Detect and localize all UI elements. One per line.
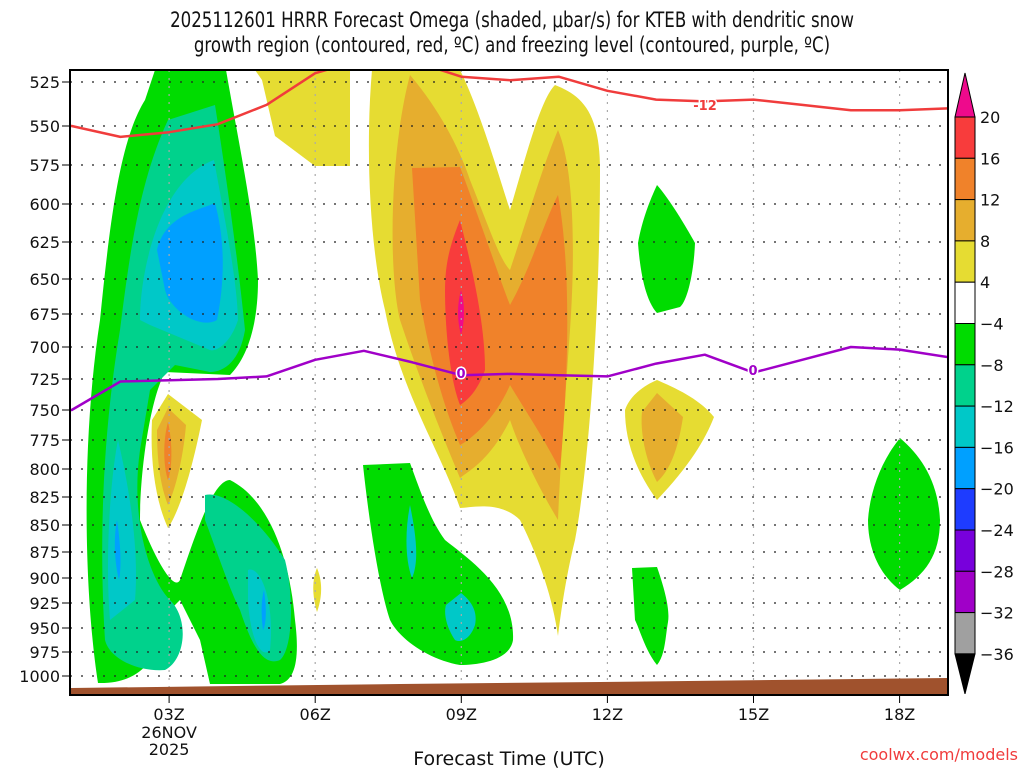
omega-region-rising-upper-right: [638, 185, 695, 313]
x-tick-label: 09Z: [446, 705, 477, 724]
colorbar-swatch: [954, 116, 976, 159]
colorbar-label: −36: [980, 645, 1014, 664]
colorbar-swatch: [954, 612, 976, 655]
chart-title: 2025112601 HRRR Forecast Omega (shaded, …: [61, 8, 962, 58]
y-tick-label: 800: [29, 460, 60, 479]
colorbar-swatch: [954, 570, 976, 614]
colorbar-swatch: [954, 488, 976, 531]
contour-label-freezing: 0: [748, 364, 757, 379]
y-tick-label: 950: [29, 619, 60, 638]
colorbar-label: −28: [980, 562, 1014, 581]
ground-fill: [71, 678, 947, 694]
colorbar-swatch: [954, 199, 976, 242]
omega-region-p20-max: [458, 290, 464, 335]
x-tick-label: 12Z: [592, 705, 623, 724]
colorbar-label: 16: [980, 149, 1000, 168]
omega-region-m12-lower-mid-a: [406, 505, 417, 578]
colorbar-arrow-bottom: [954, 653, 976, 695]
y-tick-label: 650: [29, 270, 60, 289]
x-tick-label: 18Z: [884, 705, 915, 724]
omega-region-p16-main: [445, 220, 485, 405]
omega-shading: [86, 70, 940, 684]
x-tick-label: 06Z: [300, 705, 331, 724]
colorbar-arrow-top: [954, 72, 976, 118]
colorbar-label: 12: [980, 191, 1000, 210]
x-tick-label: 03Z: [153, 705, 184, 724]
ground-terrain: [71, 678, 947, 694]
colorbar-label: −16: [980, 438, 1014, 457]
omega-region-m12-lower-mid-b: [445, 593, 476, 642]
y-tick-label: 875: [29, 543, 60, 562]
y-tick-label: 575: [29, 156, 60, 175]
y-tick-label: 925: [29, 594, 60, 613]
y-tick-label: 750: [29, 401, 60, 420]
omega-region-m16-b: [261, 590, 266, 630]
colorbar-label: −4: [980, 315, 1004, 334]
y-tick-label: 700: [29, 338, 60, 357]
x-axis-title: Forecast Time (UTC): [413, 748, 604, 768]
colorbar-label: 4: [980, 273, 990, 292]
omega-region-m12-a: [107, 440, 137, 620]
colorbar: 20 16 12 8 4 −4 −8 −12 −16 −20 −24 −28 −32 −36: [954, 72, 1014, 695]
y-tick-label: 550: [29, 117, 60, 136]
colorbar-label: 8: [980, 232, 990, 251]
omega-region-m16-a: [114, 520, 121, 580]
colorbar-label: 20: [980, 108, 1000, 127]
colorbar-label: −32: [980, 604, 1014, 623]
contour-label-freezing: 0: [456, 367, 465, 382]
watermark: coolwx.com/models: [860, 745, 1018, 764]
omega-region-p8-right: [641, 393, 683, 482]
title-line-1: 2025112601 HRRR Forecast Omega (shaded, …: [170, 8, 854, 32]
colorbar-label: −24: [980, 521, 1014, 540]
y-tick-label: 900: [29, 569, 60, 588]
y-tick-label: 525: [29, 73, 60, 92]
y-tick-label: 675: [29, 305, 60, 324]
y-tick-label: 625: [29, 233, 60, 252]
y-tick-label: 850: [29, 516, 60, 535]
y-tick-label: 1000: [19, 667, 60, 686]
colorbar-swatch: [954, 281, 976, 325]
omega-region-rising-lower-right: [632, 567, 669, 665]
omega-region-rising-far-right: [868, 438, 940, 590]
colorbar-swatch: [954, 157, 976, 201]
omega-region-sink-sliver: [313, 568, 322, 612]
omega-region-p12-small-left: [164, 422, 172, 480]
y-tick-label: 600: [29, 195, 60, 214]
colorbar-swatch: [954, 240, 976, 283]
y-tick-label: 975: [29, 643, 60, 662]
title-line-2: growth region (contoured, red, ºC) and f…: [193, 33, 831, 57]
omega-region-p12-main: [412, 167, 568, 470]
grid: [70, 70, 948, 695]
colorbar-label: −20: [980, 480, 1014, 499]
plot-frame: [69, 69, 949, 696]
omega-region-p8-small-left: [157, 408, 186, 505]
y-tick-label: 725: [29, 370, 60, 389]
colorbar-label: −12: [980, 397, 1014, 416]
y-axis: 525 550 575 600 625 650 675 700 725 750 775 800 825 8…: [19, 73, 70, 686]
omega-region-m12-b: [248, 569, 271, 653]
omega-region-sink-top: [255, 70, 350, 166]
contour-line-freezing: [70, 345, 948, 412]
colorbar-swatch: [954, 529, 976, 572]
x-year-label: 2025: [149, 740, 190, 759]
colorbar-swatch: [954, 364, 976, 407]
contour-label-dendritic: -12: [693, 99, 717, 114]
omega-region-rising-lower-mid: [363, 463, 514, 665]
colorbar-label: −8: [980, 356, 1004, 375]
contour-line-dendritic: [70, 70, 948, 139]
colorbar-swatch: [954, 323, 976, 366]
y-tick-label: 775: [29, 431, 60, 450]
contours: -12 0 0: [70, 70, 948, 412]
colorbar-swatch: [954, 405, 976, 448]
x-date-label: 26NOV: [141, 723, 197, 742]
omega-region-m16-top: [157, 203, 223, 323]
colorbar-swatch: [954, 446, 976, 490]
x-tick-label: 15Z: [738, 705, 769, 724]
y-tick-label: 825: [29, 488, 60, 507]
